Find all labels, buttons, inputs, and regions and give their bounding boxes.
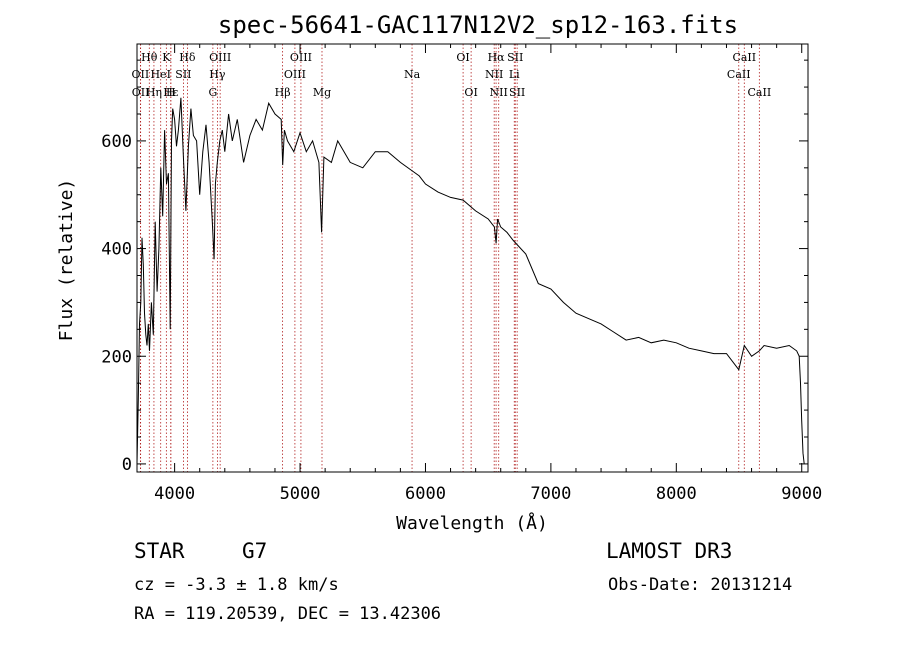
marker-label: Na <box>404 68 421 81</box>
spectrum-line <box>136 97 805 464</box>
marker-label: Mg <box>313 86 331 99</box>
observation-date: Obs-Date: 20131214 <box>608 575 792 595</box>
marker-label: H <box>166 86 176 99</box>
marker-label: SII <box>507 51 523 64</box>
chart-title: spec-56641-GAC117N12V2_sp12-163.fits <box>218 11 738 39</box>
marker-label: Hβ <box>275 86 291 99</box>
plot-frame <box>136 43 809 473</box>
x-tick-label: 6000 <box>405 484 446 504</box>
marker-label: Hε <box>163 86 179 99</box>
y-tick-label: 600 <box>101 132 132 152</box>
x-tick-label: 5000 <box>280 484 321 504</box>
marker-label: CaII <box>732 51 756 64</box>
marker-label: Hη <box>146 86 162 99</box>
object-type: STAR <box>134 539 185 563</box>
marker-label: K <box>162 51 171 64</box>
x-tick-label: 4000 <box>154 484 195 504</box>
y-tick-label: 400 <box>101 240 132 260</box>
spectral-line-markers <box>139 44 760 472</box>
marker-label: HeI <box>150 68 170 81</box>
marker-label: NII <box>490 86 508 99</box>
marker-label: OIII <box>284 68 306 81</box>
marker-label: Hθ <box>141 51 158 64</box>
subclass: G7 <box>242 539 267 563</box>
marker-label: Hδ <box>179 51 196 64</box>
marker-label: OII <box>132 68 150 81</box>
marker-label: OI <box>464 86 477 99</box>
survey-label: LAMOST DR3 <box>606 539 732 563</box>
marker-label: CaII <box>748 86 772 99</box>
x-tick-label: 7000 <box>530 484 571 504</box>
marker-label: OIII <box>209 51 231 64</box>
y-tick-label: 0 <box>122 455 132 475</box>
marker-label: OI <box>456 51 469 64</box>
marker-label: Hα <box>488 51 506 64</box>
coordinates: RA = 119.20539, DEC = 13.42306 <box>134 604 441 624</box>
x-axis: 4000 5000 6000 7000 8000 9000 <box>154 44 822 504</box>
x-tick-label: 8000 <box>656 484 697 504</box>
marker-label: Hγ <box>209 68 226 81</box>
marker-label: OII <box>132 86 150 99</box>
y-axis: 0 200 400 600 <box>101 59 808 475</box>
marker-label: G <box>208 86 217 99</box>
marker-label: OIII <box>290 51 312 64</box>
x-axis-label: Wavelength (Å) <box>396 512 548 534</box>
marker-label: SII <box>509 86 525 99</box>
marker-label: CaII <box>727 68 751 81</box>
marker-label: Li <box>509 68 520 81</box>
y-axis-label: Flux (relative) <box>56 179 77 342</box>
y-tick-label: 200 <box>101 347 132 367</box>
marker-label: SII <box>175 68 191 81</box>
x-tick-label: 9000 <box>781 484 822 504</box>
marker-label: NII <box>485 68 503 81</box>
redshift-cz: cz = -3.3 ± 1.8 km/s <box>134 575 339 595</box>
